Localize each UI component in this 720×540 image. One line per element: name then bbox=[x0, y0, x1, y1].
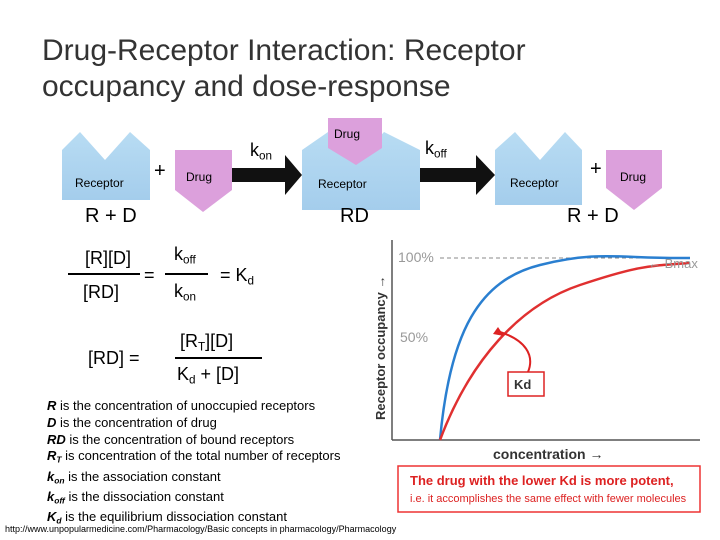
numerator: koff bbox=[174, 244, 196, 267]
term: RD bbox=[47, 431, 66, 447]
part-sub: d bbox=[189, 373, 196, 387]
arrow bbox=[232, 168, 287, 182]
low-kd-curve bbox=[438, 254, 691, 441]
y-axis-label: Receptor occupancy → bbox=[373, 275, 388, 421]
note-line: The drug with the lower Kd is more poten… bbox=[410, 473, 674, 488]
x-axis-label: concentration → bbox=[493, 446, 604, 462]
source-url: http://www.unpopularmedicine.com/Pharmac… bbox=[5, 524, 397, 534]
receptor-label: Receptor bbox=[75, 176, 124, 190]
term: k bbox=[47, 468, 55, 484]
term-sub: d bbox=[56, 515, 62, 526]
note-line: i.e. it accomplishes the same effect wit… bbox=[410, 493, 687, 505]
denominator: [RD] bbox=[83, 282, 119, 302]
numerator: [RT][D] bbox=[180, 331, 233, 354]
half-label: 50% bbox=[400, 329, 429, 345]
arrow-head bbox=[285, 155, 302, 195]
term-sub: on bbox=[54, 475, 65, 486]
definitions: R is the concentration of unoccupied rec… bbox=[47, 398, 340, 530]
definition: RD is the concentration of bound recepto… bbox=[47, 432, 340, 449]
rate-base: k bbox=[174, 244, 183, 264]
rate-base: k bbox=[250, 140, 259, 160]
denominator: kon bbox=[174, 281, 196, 304]
definition: D is the concentration of drug bbox=[47, 415, 340, 432]
state-label: R + D bbox=[567, 205, 619, 227]
plus: + bbox=[154, 160, 166, 182]
plus: + bbox=[590, 158, 602, 180]
term: D bbox=[47, 414, 57, 430]
part: K bbox=[177, 364, 190, 384]
definition-text: is the concentration of drug bbox=[56, 414, 217, 430]
definition-text: is the concentration of bound receptors bbox=[65, 431, 295, 447]
term-sub: off bbox=[54, 495, 65, 506]
term: k bbox=[47, 489, 55, 505]
receptor-label: Receptor bbox=[510, 176, 559, 190]
receptor-shape bbox=[495, 132, 582, 205]
definition: RT is concentration of the total number … bbox=[47, 448, 340, 468]
state-label: RD bbox=[340, 205, 369, 227]
part-sub: T bbox=[198, 340, 206, 354]
kd-pointer-head bbox=[493, 327, 504, 336]
bmax-label: ← Bmax bbox=[648, 256, 698, 271]
term: K bbox=[47, 509, 57, 525]
result-sub: d bbox=[247, 274, 255, 288]
drug-shape bbox=[328, 118, 382, 165]
denominator: Kd + [D] bbox=[177, 364, 239, 387]
definition-text: is the association constant bbox=[64, 468, 221, 484]
arrow bbox=[420, 168, 478, 182]
note-box bbox=[397, 465, 701, 513]
term: R bbox=[47, 448, 57, 464]
rate-sub: on bbox=[183, 290, 197, 304]
drug-label: Drug bbox=[620, 170, 647, 184]
equals: = bbox=[144, 265, 155, 285]
rate-base: k bbox=[174, 281, 183, 301]
state-label: R + D bbox=[85, 205, 137, 227]
definition-text: is the equilibrium dissociation constant bbox=[61, 509, 287, 525]
definition: kon is the association constant bbox=[47, 469, 340, 489]
kd-label: Kd bbox=[514, 377, 532, 392]
definition-text: is the dissociation constant bbox=[64, 489, 224, 505]
receptor-label: Receptor bbox=[318, 177, 367, 191]
result-base: = K bbox=[220, 265, 248, 285]
drug-shape bbox=[175, 150, 232, 212]
rate-sub: off bbox=[434, 147, 447, 161]
part: [R bbox=[180, 331, 198, 351]
rate-sub: off bbox=[183, 253, 196, 267]
definition: Kd is the equilibrium dissociation const… bbox=[47, 509, 340, 529]
drug-label: Drug bbox=[186, 170, 213, 184]
arrow-head bbox=[476, 155, 495, 195]
lhs: [RD] = bbox=[88, 348, 140, 368]
receptor-shape bbox=[62, 132, 150, 200]
max-label: 100% bbox=[398, 249, 434, 265]
definition-text: is the concentration of unoccupied recep… bbox=[56, 398, 316, 413]
rate-constant: kon bbox=[250, 140, 272, 163]
kd-box bbox=[507, 371, 545, 397]
numerator: [R][D] bbox=[85, 248, 132, 268]
part: ][D] bbox=[205, 331, 234, 351]
part: + [D] bbox=[195, 364, 240, 384]
term: R bbox=[47, 398, 57, 413]
rate-sub: on bbox=[259, 149, 273, 163]
drug-label: Drug bbox=[334, 127, 361, 141]
rate-base: k bbox=[425, 138, 434, 158]
kd-pointer bbox=[499, 331, 532, 373]
definition: koff is the dissociation constant bbox=[47, 489, 340, 509]
slide-title: Drug-Receptor Interaction: Receptor occu… bbox=[42, 34, 526, 103]
rate-constant: koff bbox=[425, 138, 447, 161]
definition: R is the concentration of unoccupied rec… bbox=[47, 398, 340, 415]
drug-shape bbox=[606, 150, 662, 210]
high-kd-curve bbox=[438, 261, 691, 441]
result: = Kd bbox=[220, 265, 254, 288]
term-sub: T bbox=[56, 454, 62, 465]
definition-text: is concentration of the total number of … bbox=[61, 448, 341, 464]
receptor-shape bbox=[302, 132, 420, 210]
